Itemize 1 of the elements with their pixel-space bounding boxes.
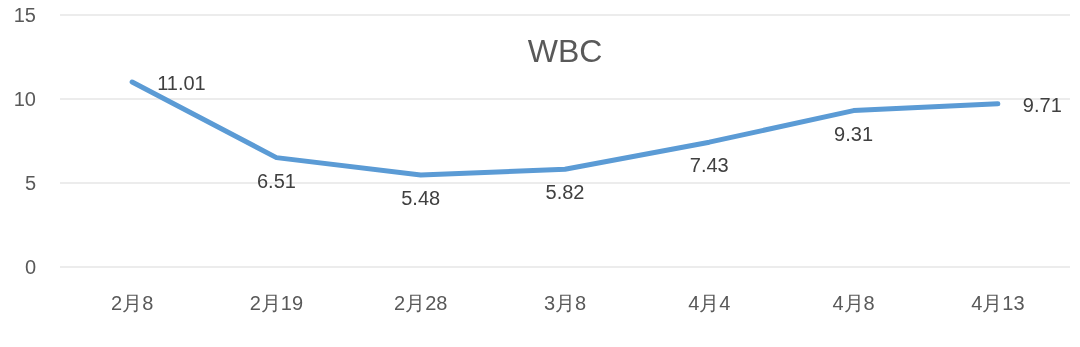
title: WBC: [527, 33, 603, 69]
